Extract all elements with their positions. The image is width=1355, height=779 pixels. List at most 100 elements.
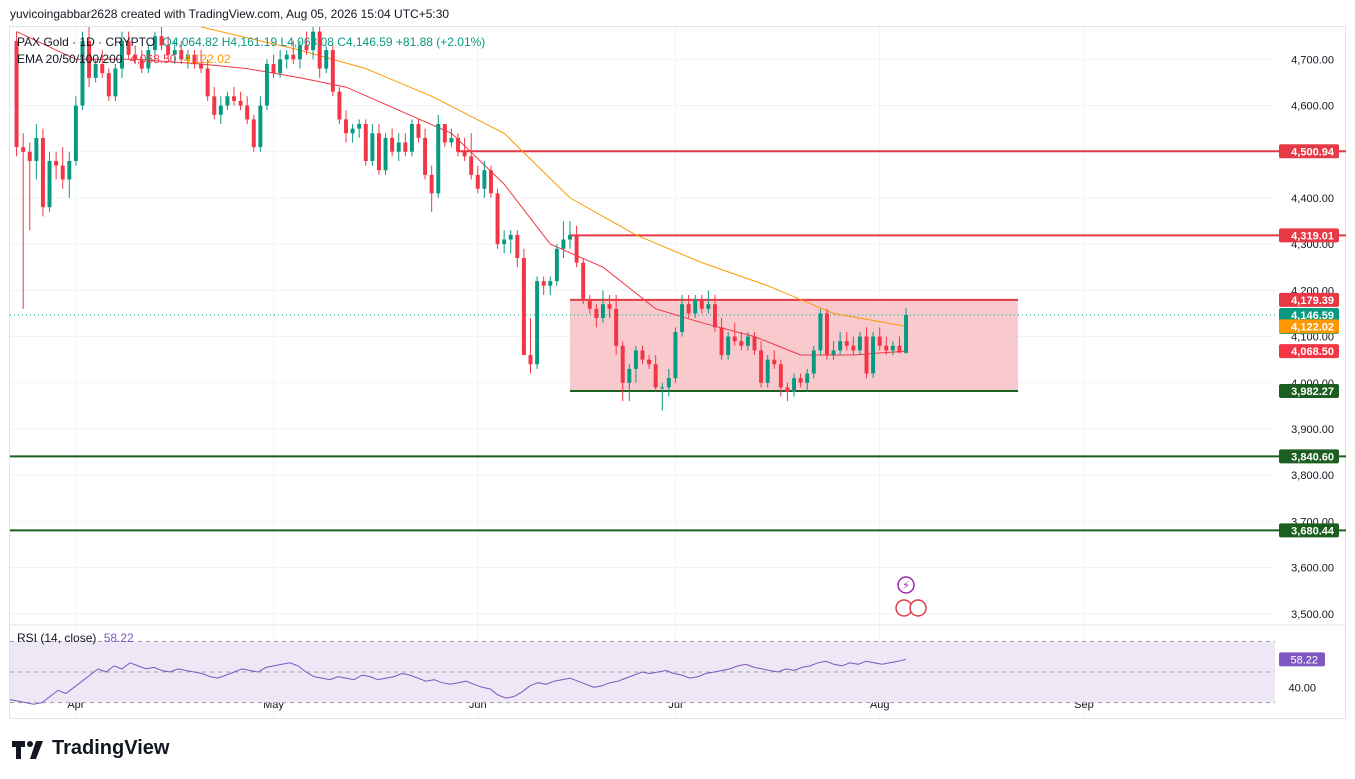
candle (363, 119, 368, 166)
candle (139, 50, 144, 74)
grid (10, 27, 1275, 718)
candle (357, 119, 362, 138)
candle-body (172, 50, 177, 55)
candle (831, 341, 836, 360)
candle (27, 142, 32, 231)
candle (416, 119, 421, 143)
candle (311, 27, 316, 60)
candle (884, 336, 889, 356)
candle-body (21, 147, 26, 152)
candle-body (238, 100, 243, 106)
level-label: 3,680.44 (1291, 525, 1335, 537)
candle (765, 355, 770, 388)
candle (548, 276, 553, 295)
candle (673, 327, 678, 383)
candle-body (765, 359, 770, 383)
candle-body (864, 336, 869, 374)
candle-body (614, 308, 619, 346)
ema50-line (200, 26, 907, 327)
candle-body (106, 73, 111, 97)
candle-body (818, 313, 823, 351)
candle-body (488, 170, 493, 194)
candle-body (871, 336, 876, 374)
level-label: 4,319.01 (1291, 230, 1334, 242)
candle (80, 31, 85, 111)
chart-frame[interactable] (9, 26, 1346, 719)
candle (680, 294, 685, 337)
candle-body (502, 239, 507, 245)
candle-body (640, 350, 645, 360)
legend-rsi-label[interactable]: RSI (14, close) (17, 631, 97, 645)
candle (205, 59, 210, 101)
candle (232, 87, 236, 106)
candle (778, 359, 783, 397)
candle (693, 294, 698, 319)
candle (284, 50, 289, 69)
candle-body (133, 54, 138, 60)
legend-symbol[interactable]: PAX Gold · 1D · CRYPTO (17, 35, 156, 49)
candle (877, 327, 882, 351)
y-tick-label: 3,600.00 (1291, 563, 1334, 575)
legend-main: PAX Gold · 1D · CRYPTO O4,064.82 H4,161.… (17, 35, 489, 49)
candle (640, 345, 645, 365)
candle-body (554, 248, 559, 282)
candle-body (857, 336, 862, 351)
candle (805, 368, 810, 392)
price-tag: 4,068.50 (1291, 346, 1334, 358)
candle (739, 331, 744, 351)
candle-body (291, 54, 296, 60)
candle (633, 345, 638, 383)
candle (647, 355, 652, 369)
candle (581, 258, 586, 305)
rsi-value-tag-bg (1279, 652, 1325, 667)
candle-body (469, 156, 474, 175)
candle-body (159, 36, 164, 46)
candle (245, 96, 250, 125)
candle-body (232, 96, 236, 101)
candle-body (574, 234, 579, 263)
candle (14, 31, 19, 157)
tradingview-logo[interactable]: TradingView (12, 737, 169, 760)
candle (587, 294, 592, 314)
candle (199, 50, 204, 74)
candle-body (838, 341, 843, 351)
candle (614, 294, 619, 356)
candle (528, 318, 533, 374)
candle (488, 165, 493, 198)
legend-ema-label[interactable]: EMA 20/50/100/200 (17, 52, 123, 66)
candle-body (647, 359, 652, 365)
candle (745, 331, 750, 351)
candle (660, 382, 665, 411)
candle-body (139, 59, 144, 69)
price-tag: 4,146.59 (1291, 310, 1334, 322)
legend-ohlc: O4,064.82 H4,161.19 L4,063.08 C4,146.59 … (162, 35, 486, 49)
candle-body (218, 105, 223, 115)
legend-ema: EMA 20/50/100/200 4,068.50 4,122.02 (17, 52, 235, 66)
candle-body (693, 299, 698, 314)
candle-body (376, 133, 381, 171)
price-tag: 4,122.02 (1291, 321, 1334, 333)
candle (304, 31, 309, 55)
level-label: 4,500.94 (1291, 146, 1335, 158)
candle-body (311, 31, 316, 51)
candle-body (152, 36, 157, 51)
candle (904, 308, 909, 354)
candle-body (581, 262, 586, 300)
candle (251, 114, 256, 152)
candle-body (34, 137, 39, 161)
flag-icon (909, 599, 927, 617)
candle-body (475, 174, 480, 189)
candle-body (330, 50, 335, 92)
candle-body (324, 50, 329, 69)
candle (792, 373, 797, 397)
y-tick-label: 3,800.00 (1291, 470, 1334, 482)
candle (871, 331, 876, 379)
rsi-tick-label: 40.00 (1288, 682, 1316, 694)
candle-body (462, 151, 467, 157)
candle-body (653, 364, 658, 388)
candle-body (660, 387, 665, 389)
candle (376, 124, 381, 175)
candle (73, 96, 78, 166)
candle-body (732, 336, 737, 342)
